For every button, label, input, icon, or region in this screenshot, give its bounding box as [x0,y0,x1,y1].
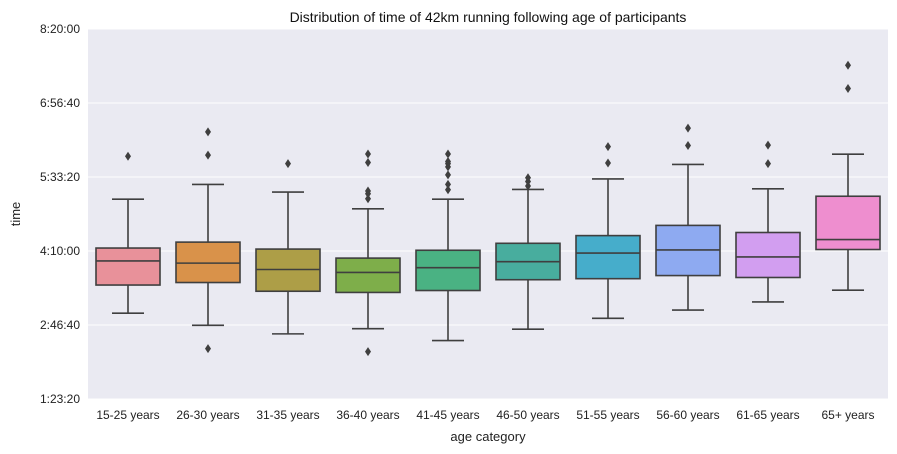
outlier-point [205,344,211,354]
box-51-55-years [575,142,641,320]
iqr-box [575,234,641,280]
x-tick-label: 51-55 years [576,408,639,422]
box-26-30-years [175,127,241,354]
outlier-point [685,140,691,150]
x-tick-label: 65+ years [821,408,874,422]
outlier-point [525,181,531,191]
outlier-point [445,170,451,180]
y-tick-label: 8:20:00 [40,22,80,36]
outlier-point [765,159,771,169]
x-tick-label: 36-40 years [336,408,399,422]
plot-area [88,29,888,399]
outlier-point [765,140,771,150]
iqr-box [335,257,401,294]
iqr-box [415,249,481,292]
outlier-point [205,150,211,160]
outlier-point [205,127,211,137]
box-56-60-years [655,123,721,311]
outlier-point [445,185,451,195]
iqr-box [175,241,241,284]
x-tick-label: 26-30 years [176,408,239,422]
outlier-point [525,173,531,183]
outlier-point [365,194,371,204]
box-36-40-years [335,149,401,357]
outlier-point [445,156,451,166]
box-41-45-years [415,149,481,342]
y-axis-title: time [8,202,23,227]
outlier-point [685,123,691,133]
y-tick-labels: 1:23:20 2:46:40 4:10:00 5:33:20 6:56:40 8:20:… [40,22,80,406]
x-tick-label: 31-35 years [256,408,319,422]
iqr-box [735,231,801,279]
outlier-point [125,151,131,161]
box-46-50-years [495,173,561,330]
x-tick-label: 15-25 years [96,408,159,422]
outlier-point [605,142,611,152]
outlier-point [365,347,371,357]
y-tick-label: 2:46:40 [40,318,80,332]
y-tick-label: 4:10:00 [40,244,80,258]
box-61-65-years [735,140,801,303]
outlier-point [605,158,611,168]
outlier-point [445,179,451,189]
outlier-point [845,60,851,70]
y-tick-label: 1:23:20 [40,392,80,406]
box-15-25-years [95,151,161,314]
box-series [95,60,881,357]
outlier-point [445,149,451,159]
x-tick-label: 61-65 years [736,408,799,422]
outlier-point [285,159,291,169]
x-tick-label: 41-45 years [416,408,479,422]
y-tick-label: 6:56:40 [40,96,80,110]
y-tick-label: 5:33:20 [40,170,80,184]
x-tick-label: 46-50 years [496,408,559,422]
x-tick-labels: 15-25 years 26-30 years 31-35 years 36-40 y… [96,408,874,422]
iqr-box [95,247,161,286]
box-65-years [815,60,881,292]
outlier-point [365,157,371,167]
box-31-35-years [255,159,321,335]
x-tick-label: 56-60 years [656,408,719,422]
outlier-point [365,149,371,159]
chart-title: Distribution of time of 42km running fol… [290,9,687,25]
x-axis-title: age category [450,429,526,444]
outlier-point [365,186,371,196]
iqr-box [815,195,881,251]
outlier-point [845,83,851,93]
